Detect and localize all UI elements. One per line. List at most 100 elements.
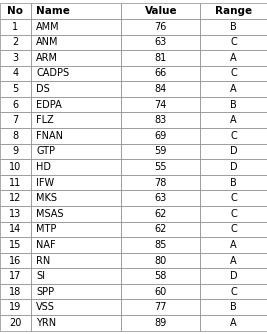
Text: 74: 74	[155, 100, 167, 110]
Bar	[200, 81, 267, 97]
Text: AMM: AMM	[36, 22, 60, 32]
Text: 59: 59	[155, 146, 167, 156]
Text: FLZ: FLZ	[36, 115, 54, 125]
Text: Value: Value	[144, 6, 177, 16]
Bar	[121, 175, 200, 190]
Text: A: A	[230, 84, 237, 94]
Bar	[31, 50, 121, 66]
Text: 1: 1	[12, 22, 18, 32]
Text: 58: 58	[155, 271, 167, 281]
Bar	[121, 206, 200, 221]
Text: 83: 83	[155, 115, 167, 125]
Text: C: C	[230, 131, 237, 141]
Bar	[121, 284, 200, 300]
Text: 8: 8	[12, 131, 18, 141]
Text: 15: 15	[9, 240, 22, 250]
Bar	[200, 300, 267, 315]
Bar	[31, 19, 121, 34]
Text: D: D	[230, 271, 237, 281]
Text: 17: 17	[9, 271, 22, 281]
Bar	[31, 97, 121, 113]
Bar	[0, 66, 31, 81]
Text: B: B	[230, 22, 237, 32]
Bar	[0, 19, 31, 34]
Text: VSS: VSS	[36, 302, 55, 312]
Text: 80: 80	[155, 256, 167, 266]
Text: 62: 62	[155, 209, 167, 219]
Bar	[200, 221, 267, 237]
Bar	[200, 19, 267, 34]
Bar	[200, 268, 267, 284]
Bar	[121, 300, 200, 315]
Bar	[0, 268, 31, 284]
Text: 81: 81	[155, 53, 167, 63]
Text: 62: 62	[155, 224, 167, 234]
Text: 3: 3	[12, 53, 18, 63]
Text: 7: 7	[12, 115, 18, 125]
Bar	[200, 3, 267, 19]
Text: MSAS: MSAS	[36, 209, 64, 219]
Text: D: D	[230, 162, 237, 172]
Text: C: C	[230, 193, 237, 203]
Bar	[0, 144, 31, 159]
Bar	[200, 159, 267, 175]
Text: 84: 84	[155, 84, 167, 94]
Bar	[121, 34, 200, 50]
Text: 60: 60	[155, 287, 167, 297]
Bar	[121, 81, 200, 97]
Bar	[31, 315, 121, 331]
Text: C: C	[230, 224, 237, 234]
Bar	[121, 253, 200, 268]
Text: 13: 13	[9, 209, 21, 219]
Bar	[200, 50, 267, 66]
Text: SI: SI	[36, 271, 45, 281]
Text: SPP: SPP	[36, 287, 54, 297]
Bar	[0, 206, 31, 221]
Bar	[31, 66, 121, 81]
Bar	[200, 66, 267, 81]
Text: RN: RN	[36, 256, 50, 266]
Bar	[31, 113, 121, 128]
Bar	[0, 34, 31, 50]
Text: 77: 77	[155, 302, 167, 312]
Text: A: A	[230, 318, 237, 328]
Text: Name: Name	[36, 6, 70, 16]
Text: 89: 89	[155, 318, 167, 328]
Bar	[0, 221, 31, 237]
Bar	[0, 175, 31, 190]
Bar	[31, 206, 121, 221]
Text: CADPS: CADPS	[36, 68, 69, 78]
Bar	[121, 19, 200, 34]
Text: ANM: ANM	[36, 37, 59, 47]
Bar	[31, 3, 121, 19]
Bar	[0, 128, 31, 144]
Text: GTP: GTP	[36, 146, 55, 156]
Bar	[31, 159, 121, 175]
Bar	[31, 237, 121, 253]
Bar	[31, 128, 121, 144]
Bar	[121, 50, 200, 66]
Bar	[121, 66, 200, 81]
Bar	[31, 300, 121, 315]
Bar	[121, 190, 200, 206]
Text: 63: 63	[155, 193, 167, 203]
Bar	[121, 159, 200, 175]
Text: 18: 18	[9, 287, 21, 297]
Text: 63: 63	[155, 37, 167, 47]
Bar	[0, 300, 31, 315]
Bar	[121, 3, 200, 19]
Bar	[200, 175, 267, 190]
Text: MKS: MKS	[36, 193, 57, 203]
Bar	[121, 113, 200, 128]
Text: B: B	[230, 100, 237, 110]
Bar	[200, 284, 267, 300]
Text: C: C	[230, 287, 237, 297]
Text: 5: 5	[12, 84, 18, 94]
Bar	[121, 315, 200, 331]
Bar	[121, 221, 200, 237]
Text: C: C	[230, 37, 237, 47]
Bar	[200, 34, 267, 50]
Bar	[121, 237, 200, 253]
Bar	[0, 315, 31, 331]
Text: 16: 16	[9, 256, 21, 266]
